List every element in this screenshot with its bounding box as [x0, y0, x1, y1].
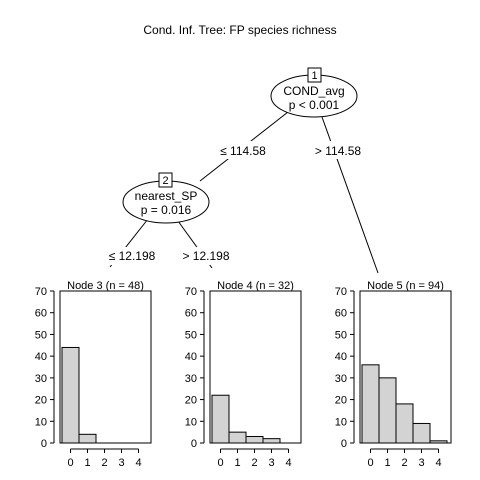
x-tick-label: 2: [251, 457, 257, 469]
node-2-id: 2: [162, 175, 168, 187]
x-tick-label: 2: [401, 457, 407, 469]
panel-frame: [59, 290, 152, 444]
y-tick-label: 30: [335, 373, 347, 385]
y-tick-label: 40: [35, 351, 47, 363]
bar: [211, 394, 230, 444]
y-tick-label: 10: [335, 416, 347, 428]
x-tick-label: 3: [268, 457, 274, 469]
node-2-id-box: [158, 172, 173, 188]
x-tick-label: 1: [234, 457, 240, 469]
y-tick-label: 60: [35, 308, 47, 320]
y-tick-label: 0: [341, 438, 347, 450]
y-tick-label: 10: [35, 416, 47, 428]
y-tick-label: 30: [35, 373, 47, 385]
x-tick-label: 4: [285, 457, 291, 469]
node-2-pvalue: p = 0.016: [141, 203, 192, 217]
bar: [245, 435, 264, 444]
inner-node-2: 2 nearest_SP p = 0.016: [122, 172, 210, 224]
y-tick-label: 60: [335, 308, 347, 320]
x-tick-label: 0: [67, 457, 73, 469]
y-tick-label: 20: [335, 395, 347, 407]
edge-label-2-3: ≤ 12.198: [109, 249, 156, 263]
node-1-pvalue: p < 0.001: [289, 98, 340, 112]
x-tick-label: 4: [135, 457, 141, 469]
y-tick-label: 10: [185, 416, 197, 428]
panel-frame: [359, 290, 452, 444]
node-1-variable: COND_avg: [283, 84, 344, 98]
terminal-title: Node 4 (n = 32): [217, 280, 294, 292]
x-tick-label: 0: [367, 457, 373, 469]
panel-frame: [209, 290, 302, 444]
x-tick-label: 1: [84, 457, 90, 469]
bar: [412, 422, 431, 444]
y-tick-label: 70: [35, 286, 47, 298]
edge-labels: ≤ 114.58 > 114.58 ≤ 12.198 > 12.198: [105, 141, 368, 265]
y-tick-label: 50: [335, 329, 347, 341]
x-tick-label: 3: [418, 457, 424, 469]
edge-label-1-2: ≤ 114.58: [220, 144, 266, 158]
edge-1-5: [321, 116, 379, 274]
bar: [78, 433, 97, 444]
inner-node-1: 1 COND_avg p < 0.001: [270, 67, 358, 118]
node-2-variable: nearest_SP: [135, 189, 198, 203]
terminal-title: Node 5 (n = 94): [367, 280, 444, 292]
bar: [262, 438, 281, 444]
y-tick-label: 0: [41, 438, 47, 450]
terminal-title: Node 3 (n = 48): [67, 280, 144, 292]
y-tick-label: 40: [335, 351, 347, 363]
y-tick-label: 50: [185, 329, 197, 341]
x-tick-label: 4: [435, 457, 441, 469]
bar: [378, 377, 397, 444]
y-tick-label: 20: [185, 395, 197, 407]
x-tick-label: 2: [101, 457, 107, 469]
y-tick-label: 0: [191, 438, 197, 450]
node-1-id-box: [307, 67, 322, 83]
edge-label-2-4: > 12.198: [182, 249, 229, 263]
x-tick-label: 3: [118, 457, 124, 469]
y-tick-label: 70: [335, 286, 347, 298]
node-1-id: 1: [311, 70, 317, 82]
bar: [61, 346, 80, 444]
bar: [228, 431, 247, 444]
bar: [361, 364, 380, 444]
y-tick-label: 60: [185, 308, 197, 320]
edge-label-1-5: > 114.58: [315, 144, 361, 158]
y-tick-label: 20: [35, 395, 47, 407]
bar: [395, 403, 414, 444]
x-tick-label: 1: [384, 457, 390, 469]
y-tick-label: 70: [185, 286, 197, 298]
x-tick-label: 0: [217, 457, 223, 469]
plot-title: Cond. Inf. Tree: FP species richness: [143, 23, 336, 37]
y-tick-label: 40: [185, 351, 197, 363]
y-tick-label: 30: [185, 373, 197, 385]
y-tick-label: 50: [35, 329, 47, 341]
